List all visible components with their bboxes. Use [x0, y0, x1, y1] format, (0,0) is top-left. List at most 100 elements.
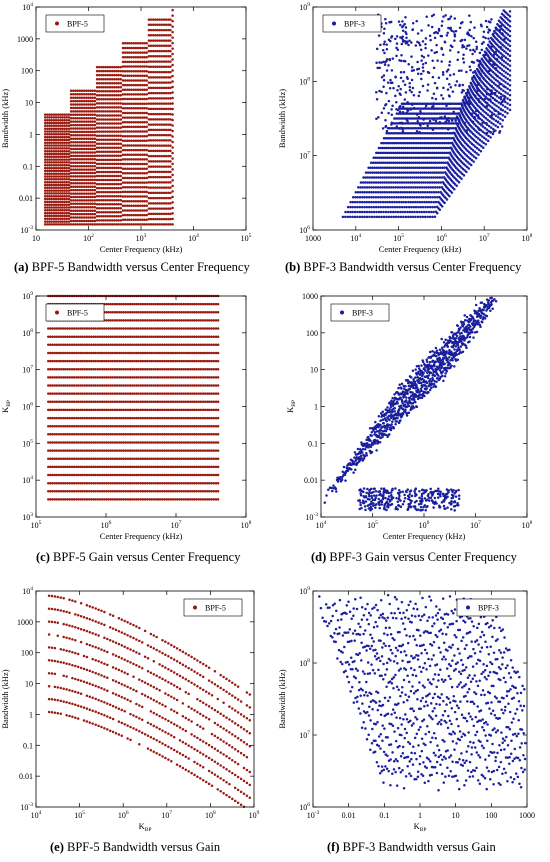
data-point — [87, 99, 90, 103]
data-point — [147, 217, 151, 221]
data-point — [402, 166, 405, 169]
data-point — [413, 210, 416, 214]
data-point — [424, 127, 428, 130]
data-point — [147, 102, 151, 105]
data-point — [367, 195, 371, 199]
data-point — [361, 195, 364, 199]
data-point — [141, 125, 144, 129]
data-point — [358, 215, 362, 219]
data-point — [160, 181, 164, 184]
data-point — [151, 123, 155, 126]
data-point — [89, 123, 92, 127]
data-point — [48, 203, 51, 206]
data-point — [432, 118, 435, 121]
data-point — [373, 166, 376, 169]
data-point — [90, 490, 93, 493]
data-point — [442, 15, 445, 18]
data-point — [121, 167, 125, 170]
data-point — [128, 97, 131, 101]
data-point — [452, 110, 455, 114]
data-point — [43, 180, 47, 184]
data-point — [138, 69, 142, 73]
data-point — [105, 490, 108, 493]
data-point — [68, 490, 72, 493]
data-point — [53, 465, 57, 469]
data-point — [454, 119, 457, 122]
data-point — [406, 161, 409, 165]
data-point — [85, 490, 89, 493]
data-point — [78, 206, 82, 209]
data-point — [63, 178, 66, 181]
data-point — [78, 130, 82, 134]
data-point — [427, 151, 430, 155]
data-point — [404, 141, 407, 145]
data-point — [134, 93, 138, 96]
data-point — [161, 490, 164, 493]
data-point — [102, 170, 105, 174]
data-point — [468, 162, 471, 165]
data-point — [50, 203, 53, 206]
data-point — [132, 158, 136, 161]
data-point — [78, 219, 82, 223]
data-point — [94, 481, 97, 485]
data-point — [433, 215, 437, 218]
data-point — [97, 178, 101, 182]
data-point — [169, 23, 172, 27]
data-point — [134, 153, 138, 157]
data-point — [123, 79, 127, 82]
data-point — [487, 31, 490, 34]
data-point — [113, 130, 116, 133]
data-point — [78, 182, 82, 185]
data-point — [506, 28, 510, 31]
data-point — [76, 96, 79, 99]
data-point — [102, 146, 105, 150]
data-point — [61, 118, 64, 122]
data-point — [121, 56, 125, 59]
data-point — [113, 85, 116, 89]
data-point — [489, 36, 493, 40]
data-point — [428, 181, 432, 184]
data-point — [63, 144, 66, 147]
data-point — [390, 136, 393, 140]
data-point — [433, 151, 436, 155]
data-point — [121, 176, 125, 180]
y-tick-label: 104 — [22, 2, 33, 12]
data-point — [56, 118, 60, 122]
data-point — [65, 113, 69, 116]
data-point — [421, 151, 425, 155]
data-point — [358, 191, 362, 194]
data-point — [130, 88, 133, 92]
data-point — [121, 195, 125, 198]
data-point — [54, 200, 58, 204]
data-point — [171, 19, 174, 23]
data-point — [43, 197, 47, 201]
data-point — [488, 59, 492, 63]
data-point — [145, 172, 148, 175]
data-point — [208, 473, 211, 477]
data-point — [46, 214, 49, 218]
data-point — [503, 30, 506, 33]
data-point — [387, 210, 390, 214]
data-point — [167, 133, 170, 137]
data-point — [469, 20, 473, 24]
data-point — [136, 56, 140, 59]
data-point — [400, 205, 404, 209]
data-point — [402, 151, 405, 155]
data-point — [132, 130, 136, 133]
data-point — [48, 209, 51, 212]
data-point — [76, 151, 79, 154]
data-point — [386, 127, 390, 130]
data-point — [154, 123, 157, 126]
data-point — [82, 137, 86, 141]
data-point — [89, 185, 92, 188]
data-point — [508, 34, 512, 38]
data-point — [424, 43, 427, 46]
data-point — [429, 195, 432, 199]
data-point — [46, 133, 49, 136]
data-point — [134, 167, 138, 170]
data-point — [54, 158, 58, 161]
data-point — [46, 200, 49, 204]
data-point — [397, 195, 400, 199]
data-point — [164, 76, 168, 79]
data-point — [344, 210, 347, 214]
